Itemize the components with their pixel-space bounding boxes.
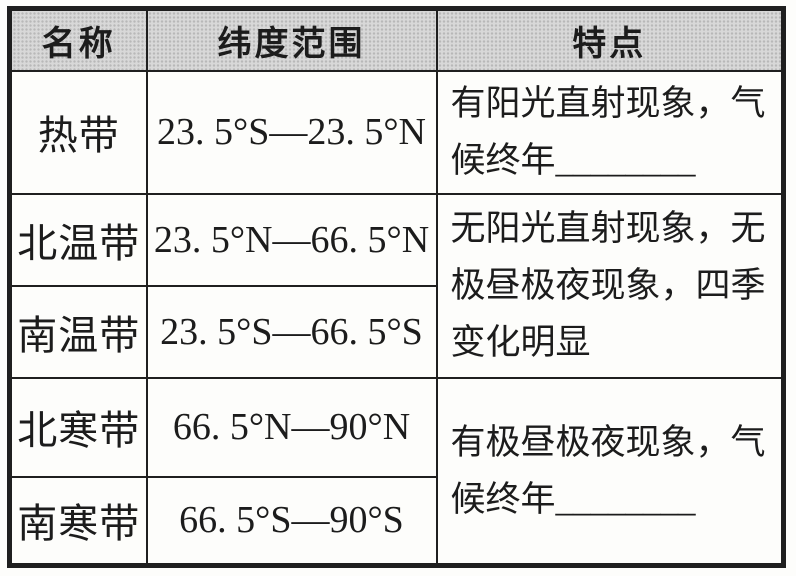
column-header-feature: 特点 <box>435 7 785 72</box>
temperature-zones-table: 名称 纬度范围 特点 热带 23. 5°S—23. 5°N 有阳光直射现象，气候… <box>7 6 786 568</box>
latitude-range-cell: 66. 5°N—90°N <box>145 376 438 478</box>
zone-name-cell: 热带 <box>8 69 148 195</box>
latitude-range-cell: 23. 5°S—66. 5°S <box>145 284 438 379</box>
feature-cell: 无阳光直射现象，无极昼极夜现象，四季变化明显 <box>435 192 785 379</box>
table-header-row: 名称 纬度范围 特点 <box>8 7 785 72</box>
latitude-range-cell: 23. 5°S—23. 5°N <box>145 69 438 195</box>
table-row-south-temperate: 南温带 23. 5°S—66. 5°S <box>8 284 784 379</box>
zone-name-cell: 南寒带 <box>8 475 148 567</box>
table-row-north-temperate: 北温带 23. 5°N—66. 5°N 无阳光直射现象，无极昼极夜现象，四季变化… <box>8 192 785 379</box>
latitude-range-cell: 23. 5°N—66. 5°N <box>145 192 438 287</box>
feature-cell: 有阳光直射现象，气候终年________ <box>435 69 785 195</box>
table-row-south-frigid: 南寒带 66. 5°S—90°S <box>8 475 784 567</box>
zone-name-cell: 北温带 <box>8 192 148 287</box>
table-row-tropical: 热带 23. 5°S—23. 5°N 有阳光直射现象，气候终年________ <box>8 69 785 195</box>
zone-name-cell: 北寒带 <box>8 376 148 478</box>
table-row-north-frigid: 北寒带 66. 5°N—90°N 有极昼极夜现象，气候终年________ <box>8 376 785 567</box>
column-header-name: 名称 <box>8 7 148 72</box>
feature-cell: 有极昼极夜现象，气候终年________ <box>435 376 785 567</box>
zone-name-cell: 南温带 <box>8 284 148 379</box>
latitude-range-cell: 66. 5°S—90°S <box>145 475 438 567</box>
column-header-latitude: 纬度范围 <box>145 7 438 72</box>
